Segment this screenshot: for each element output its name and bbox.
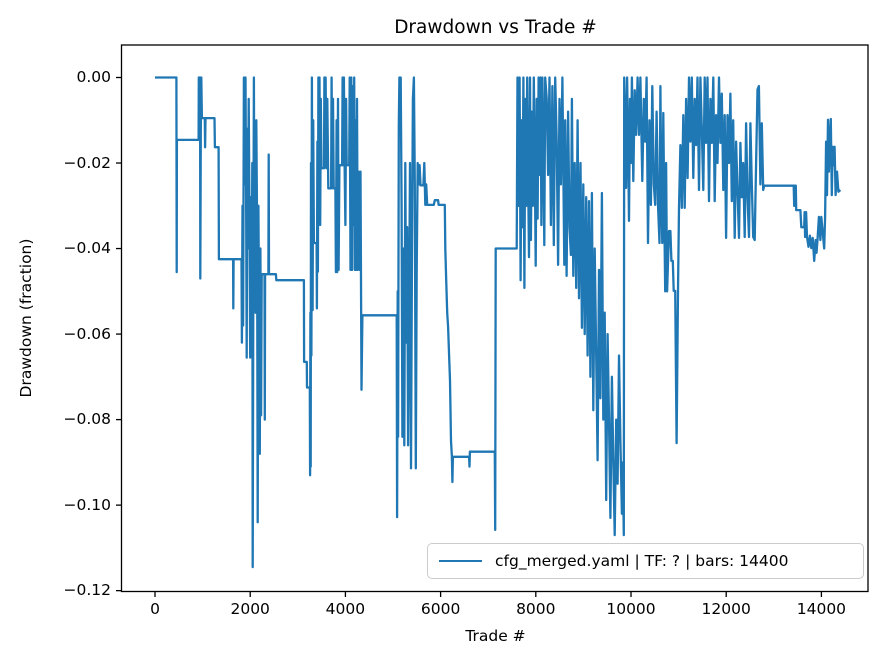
y-tick-label: −0.04	[63, 239, 112, 258]
y-tick-label: 0.00	[76, 67, 111, 86]
y-tick-label: −0.06	[63, 324, 112, 343]
legend-line-sample	[439, 559, 482, 563]
x-tick-label: 6000	[420, 600, 461, 618]
x-tick-label: 0	[150, 600, 160, 618]
y-tick-label: −0.10	[63, 495, 112, 514]
legend-label: cfg_merged.yaml | TF: ? | bars: 14400	[495, 552, 789, 570]
x-axis-label: Trade #	[465, 627, 526, 645]
x-tick-label: 8000	[516, 600, 556, 618]
drawdown-line	[155, 76, 842, 569]
y-tick-label: −0.12	[63, 581, 112, 600]
chart-title: Drawdown vs Trade #	[394, 17, 597, 38]
legend: cfg_merged.yaml | TF: ? | bars: 14400	[427, 543, 864, 579]
x-tick-label: 10000	[606, 600, 656, 618]
x-tick-marks	[154, 591, 823, 597]
x-tick-label: 12000	[701, 600, 751, 618]
x-tick-label: 2000	[230, 600, 270, 618]
y-tick-label: −0.08	[63, 410, 112, 429]
x-tick-label: 14000	[796, 600, 847, 618]
y-tick-label: −0.02	[63, 153, 112, 172]
y-tick-marks	[116, 76, 122, 592]
plot-border	[120, 44, 869, 593]
x-tick-label: 4000	[325, 600, 366, 618]
